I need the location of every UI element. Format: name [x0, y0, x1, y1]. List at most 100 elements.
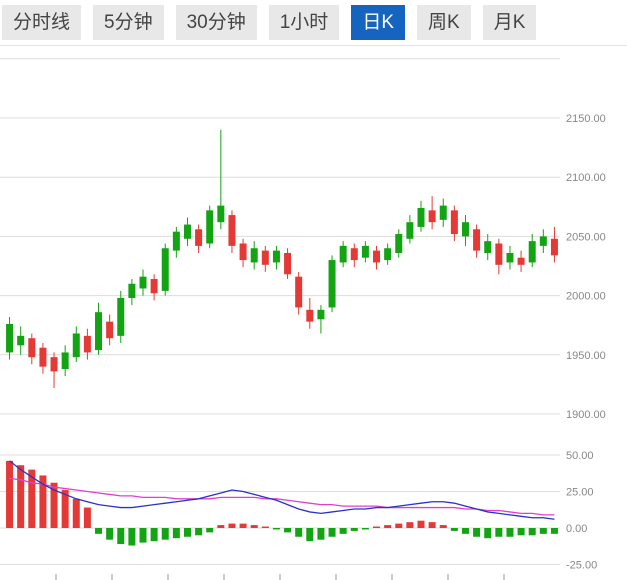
macd-histogram-bar	[373, 526, 381, 528]
candle-body	[517, 257, 525, 265]
candle-body	[550, 238, 558, 256]
candle-body	[239, 243, 247, 261]
y-axis-label: 2100.00	[566, 172, 606, 184]
y-axis-label: 2000.00	[566, 291, 606, 303]
candle-body	[361, 245, 369, 258]
tab-weekly-k[interactable]: 周K	[417, 5, 471, 40]
y-axis-label: 1900.00	[566, 409, 606, 421]
y-axis-label: 2150.00	[566, 113, 606, 125]
macd-histogram-bar	[406, 522, 414, 528]
candle-body	[350, 248, 358, 261]
tab-timeline[interactable]: 分时线	[2, 5, 82, 40]
candle-body	[384, 248, 392, 261]
tab-monthly-k[interactable]: 月K	[482, 5, 537, 40]
dif-line	[9, 460, 555, 520]
candle-body	[328, 260, 336, 308]
macd-histogram-bar	[150, 528, 158, 542]
macd-histogram-bar	[361, 528, 369, 530]
macd-histogram-bar	[350, 528, 358, 531]
macd-histogram-bar	[106, 528, 114, 540]
macd-histogram-bar	[128, 528, 136, 546]
macd-histogram-bar	[95, 528, 103, 534]
macd-histogram-bar	[461, 528, 469, 534]
macd-histogram-bar	[317, 528, 325, 540]
macd-histogram-bar	[39, 475, 47, 528]
macd-histogram-bar	[261, 526, 269, 528]
macd-histogram-bar	[484, 528, 492, 539]
macd-histogram-bar	[195, 528, 203, 536]
macd-histogram-bar	[306, 528, 314, 542]
candle-body	[6, 324, 14, 353]
dea-line	[9, 477, 555, 516]
macd-histogram-bar	[50, 482, 58, 528]
candle-body	[306, 309, 314, 322]
macd-histogram-bar	[61, 490, 69, 528]
tab-5min[interactable]: 5分钟	[93, 5, 164, 40]
candle-body	[261, 250, 269, 265]
macd-histogram-bar	[139, 528, 147, 543]
candle-body	[373, 250, 381, 263]
candle-body	[317, 309, 325, 320]
macd-histogram-bar	[395, 523, 403, 528]
candle-body	[495, 243, 503, 265]
macd-histogram-bar	[295, 528, 303, 537]
candle-body	[172, 231, 180, 251]
tab-1hour[interactable]: 1小时	[268, 5, 340, 40]
candle-body	[61, 352, 69, 370]
macd-histogram-bar	[239, 523, 247, 528]
candle-body	[50, 357, 58, 372]
macd-histogram-bar	[272, 528, 280, 530]
chart-area: 2150.00 2100.00 2050.00 2000.00 1950.00 1900.…	[0, 46, 627, 580]
macd-histogram-bar	[72, 498, 80, 528]
macd-histogram-bar	[83, 507, 91, 528]
macd-histogram-bar	[495, 528, 503, 537]
macd-histogram-bar	[450, 528, 458, 531]
macd-histogram-bar	[284, 528, 292, 533]
y-axis-label: -25.00	[566, 560, 597, 572]
candle-body	[117, 297, 125, 336]
candle-body	[339, 245, 347, 263]
macd-histogram-bar	[6, 460, 14, 528]
candle-body	[95, 312, 103, 351]
macd-histogram-bar	[250, 525, 258, 528]
tab-30min[interactable]: 30分钟	[175, 5, 257, 40]
tab-daily-k[interactable]: 日K	[351, 5, 405, 40]
candle-body	[217, 205, 225, 223]
candle-body	[461, 222, 469, 237]
candle-body	[539, 236, 547, 246]
macd-histogram-bar	[473, 528, 481, 537]
candle-body	[128, 283, 136, 298]
macd-histogram-bar	[117, 528, 125, 545]
candle-body	[428, 210, 436, 223]
candle-body	[206, 210, 214, 244]
macd-histogram-bar	[161, 528, 169, 540]
macd-histogram-bar	[428, 522, 436, 528]
candle-body	[284, 252, 292, 275]
candle-body	[83, 335, 91, 353]
y-axis-label: 25.00	[566, 487, 594, 499]
candle-body	[395, 234, 403, 253]
timeframe-tabbar: 分时线 5分钟 30分钟 1小时 日K 周K 月K	[0, 0, 627, 46]
macd-histogram-bar	[206, 528, 214, 533]
candle-body	[439, 205, 447, 220]
candle-body	[161, 248, 169, 291]
candle-body	[72, 333, 80, 358]
candle-body	[139, 276, 147, 289]
macd-histogram-bar	[17, 465, 25, 528]
macd-histogram-bar	[550, 528, 558, 534]
candle-body	[406, 222, 414, 239]
macd-histogram-bar	[172, 528, 180, 539]
y-axis-label: 2050.00	[566, 231, 606, 243]
candle-body	[183, 224, 191, 239]
macd-histogram-bar	[439, 525, 447, 528]
candle-body	[528, 241, 536, 263]
macd-histogram-bar	[228, 523, 236, 528]
candle-body	[195, 229, 203, 246]
macd-histogram-bar	[517, 528, 525, 536]
candle-body	[39, 347, 47, 367]
candle-body	[506, 252, 514, 263]
candle-body	[228, 215, 236, 246]
candlestick-macd-chart[interactable]: 2150.00 2100.00 2050.00 2000.00 1950.00 1900.…	[0, 46, 627, 580]
macd-histogram-bar	[384, 525, 392, 528]
